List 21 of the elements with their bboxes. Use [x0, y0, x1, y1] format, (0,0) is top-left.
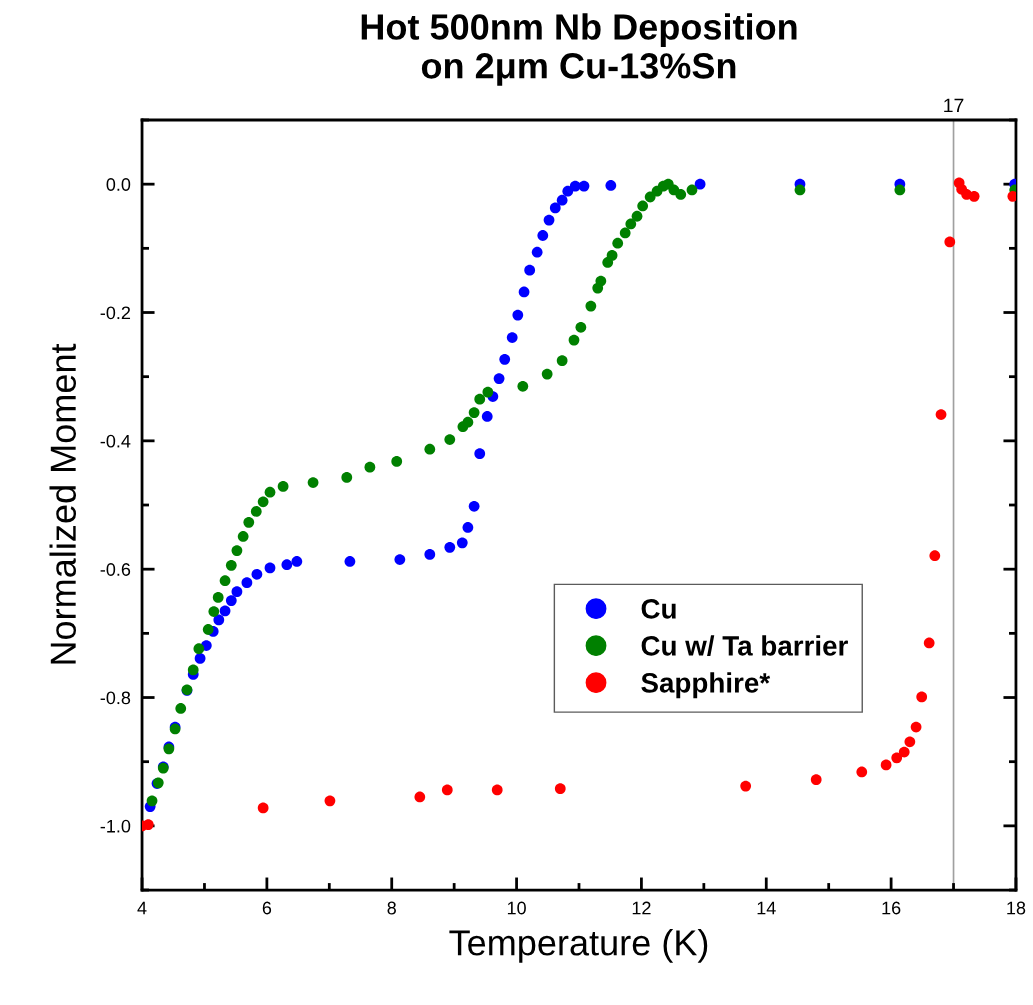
legend-label: Cu [641, 599, 676, 619]
y-tick-label: -0.8 [100, 691, 131, 705]
x-tick-label: 8 [387, 901, 396, 915]
x-tick-label: 6 [262, 901, 272, 915]
chart-title: Hot 500nm Nb Deposition on 2μm Cu-13%Sn [361, 13, 797, 86]
x-tick-label: 14 [757, 901, 776, 915]
x-tick-label: 10 [507, 901, 526, 915]
y-tick-label: -0.6 [100, 563, 131, 576]
x-tick-label: 4 [137, 901, 147, 915]
legend-label: Cu w/ Ta barrier [641, 635, 848, 656]
y-tick-label: -1.0 [100, 819, 131, 833]
legend-label: Sapphire* [641, 672, 771, 699]
y-tick-label: -0.2 [100, 306, 131, 320]
x-tick-label: 16 [882, 901, 901, 915]
x-tick-label: 12 [632, 901, 651, 915]
x-axis-title: Temperature (K) [449, 929, 708, 963]
y-axis-title: Normalized Moment [49, 343, 77, 664]
x-tick-label: 18 [1007, 901, 1026, 915]
y-tick-label: -0.4 [100, 434, 131, 448]
y-tick-label: 0.0 [106, 178, 131, 191]
ref-line-label: 17 [944, 98, 964, 113]
